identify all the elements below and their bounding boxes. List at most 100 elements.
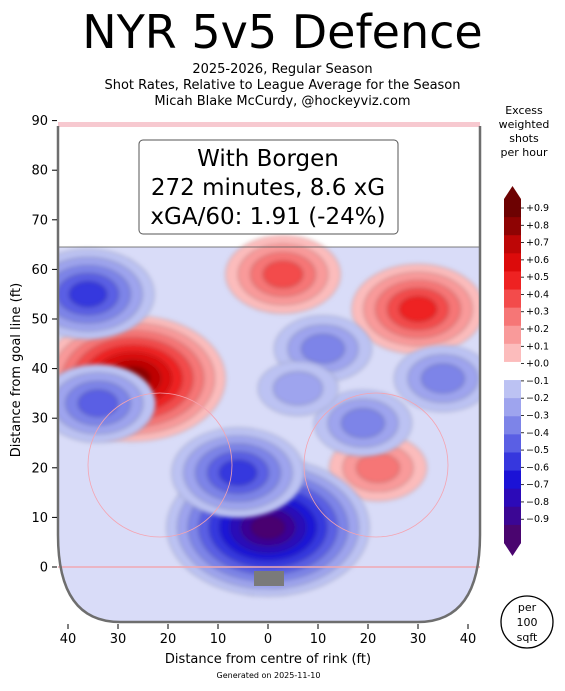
colorbar-tick-label: +0.8: [526, 220, 549, 231]
y-tick-label: 70: [31, 213, 48, 228]
heat-contour: [77, 389, 119, 418]
y-axis: 0 10 20 30 40 50 60 70 80 90 Distance from goal l…: [9, 114, 57, 576]
colorbar: +0.9 +0.8 +0.7 +0.6 +0.5 +0.4 +0.3 +0.2 +0.1 +0.0…: [504, 186, 549, 556]
y-tick-label: 80: [31, 164, 48, 179]
badge-line: 100: [517, 616, 538, 629]
faceoff-circle-right: [303, 392, 449, 538]
annotation-frame: [138, 139, 399, 235]
x-tick-label: 30: [410, 632, 427, 647]
heat-contour: [68, 281, 108, 308]
goal-net: [254, 571, 284, 586]
colorbar-tick-label: +0.1: [526, 341, 549, 352]
heat-hotspot: [58, 363, 156, 443]
colorbar-segment: [504, 217, 521, 236]
colorbar-tick-label: −0.8: [526, 497, 549, 508]
x-tick-label: 20: [360, 632, 377, 647]
heat-hotspot: [225, 234, 341, 314]
colorbar-tick-label: +0.7: [526, 238, 549, 249]
y-tick-label: 0: [40, 561, 48, 576]
faceoff-circle-left: [87, 392, 233, 538]
heat-contour: [301, 333, 345, 364]
colorbar-segment: [504, 506, 521, 526]
heat-contour: [273, 371, 323, 406]
colorbar-title-line: shots: [509, 132, 539, 145]
heat-hotspot: [351, 263, 480, 355]
heat-hotspot: [58, 248, 155, 340]
colorbar-tick-label: +0.4: [526, 289, 549, 300]
colorbar-segment: [504, 289, 521, 309]
x-axis-label: Distance from centre of rink (ft): [165, 652, 371, 667]
x-axis: 40 30 20 10 0 10 20 30 40 Distance from centre o…: [60, 624, 477, 667]
x-tick-label: 40: [460, 632, 477, 647]
colorbar-segment: [504, 488, 521, 508]
heat-contour: [356, 452, 400, 483]
colorbar-tick-label: −0.6: [526, 462, 549, 473]
colorbar-segment: [504, 343, 521, 363]
unit-badge: per 100 sqft: [500, 595, 554, 649]
colorbar-tick-label: −0.5: [526, 445, 549, 456]
colorbar-segment: [504, 470, 521, 490]
colorbar-tick-label: +0.3: [526, 307, 549, 318]
colorbar-segment: [504, 235, 521, 254]
annotation-box: With Borgen 272 minutes, 8.6 xG xGA/60: …: [138, 139, 399, 235]
colorbar-segment: [504, 361, 521, 381]
colorbar-segment: [504, 398, 521, 417]
colorbar-segment: [504, 199, 521, 218]
heat-contour: [421, 363, 465, 394]
y-axis-label: Distance from goal line (ft): [9, 283, 24, 457]
y-tick-label: 30: [31, 412, 48, 427]
heat-hotspot: [393, 345, 480, 412]
subtitle-season: 2025-2026, Regular Season: [192, 62, 373, 77]
annotation-minutes-line: 272 minutes, 8.6 xG: [151, 175, 385, 201]
y-tick-label: 20: [31, 461, 48, 476]
colorbar-segment: [504, 253, 521, 272]
colorbar-segment: [504, 416, 521, 435]
plot-area: [56, 120, 482, 624]
heat-contour: [398, 295, 438, 323]
rink-boards: [56, 126, 482, 624]
colorbar-tick-label: +0.9: [526, 203, 549, 214]
colorbar-segment: [504, 325, 521, 345]
colorbar-title-line: weighted: [498, 118, 550, 131]
colorbar-bottom-extend: [504, 543, 521, 556]
colorbar-tick-label: −0.1: [526, 376, 549, 387]
heat-contour: [262, 260, 304, 289]
colorbar-tick-label: −0.4: [526, 428, 549, 439]
colorbar-tick-label: +0.5: [526, 272, 549, 283]
heat-hotspot: [313, 389, 413, 457]
y-tick-label: 50: [31, 313, 48, 328]
x-tick-label: 10: [310, 632, 327, 647]
colorbar-tick-label: −0.3: [526, 410, 549, 421]
y-tick-label: 60: [31, 263, 48, 278]
y-tick-label: 90: [31, 114, 48, 129]
colorbar-tick-label: +0.6: [526, 255, 549, 266]
colorbar-tick-label: −0.2: [526, 393, 549, 404]
badge-line: per: [518, 601, 537, 614]
heat-contour: [341, 408, 385, 439]
badge-circle: [500, 595, 554, 649]
colorbar-segment: [504, 452, 521, 472]
heat-contour: [218, 459, 258, 486]
colorbar-tick-label: +0.2: [526, 324, 549, 335]
colorbar-title-line: Excess: [505, 104, 543, 117]
heat-hotspot: [257, 360, 339, 416]
generated-footer: Generated on 2025-11-10: [216, 671, 321, 680]
heat-hotspot: [171, 427, 305, 519]
annotation-team-line: With Borgen: [197, 146, 339, 172]
badge-line: sqft: [517, 631, 538, 644]
x-tick-label: 30: [110, 632, 127, 647]
colorbar-title: Excess weighted shots per hour: [488, 104, 560, 160]
x-tick-label: 20: [160, 632, 177, 647]
colorbar-segment: [504, 380, 521, 399]
subtitle-description: Shot Rates, Relative to League Average f…: [104, 78, 461, 93]
colorbar-segment: [504, 271, 521, 291]
annotation-xga-line: xGA/60: 1.91 (-24%): [150, 204, 385, 230]
x-tick-label: 40: [60, 632, 77, 647]
colorbar-segment: [504, 434, 521, 453]
y-tick-label: 10: [31, 511, 48, 526]
colorbar-tick-label: +0.0: [526, 359, 549, 370]
heat-contour: [250, 515, 286, 540]
colorbar-tick-label: −0.9: [526, 514, 549, 525]
heat-hotspot: [273, 315, 373, 383]
